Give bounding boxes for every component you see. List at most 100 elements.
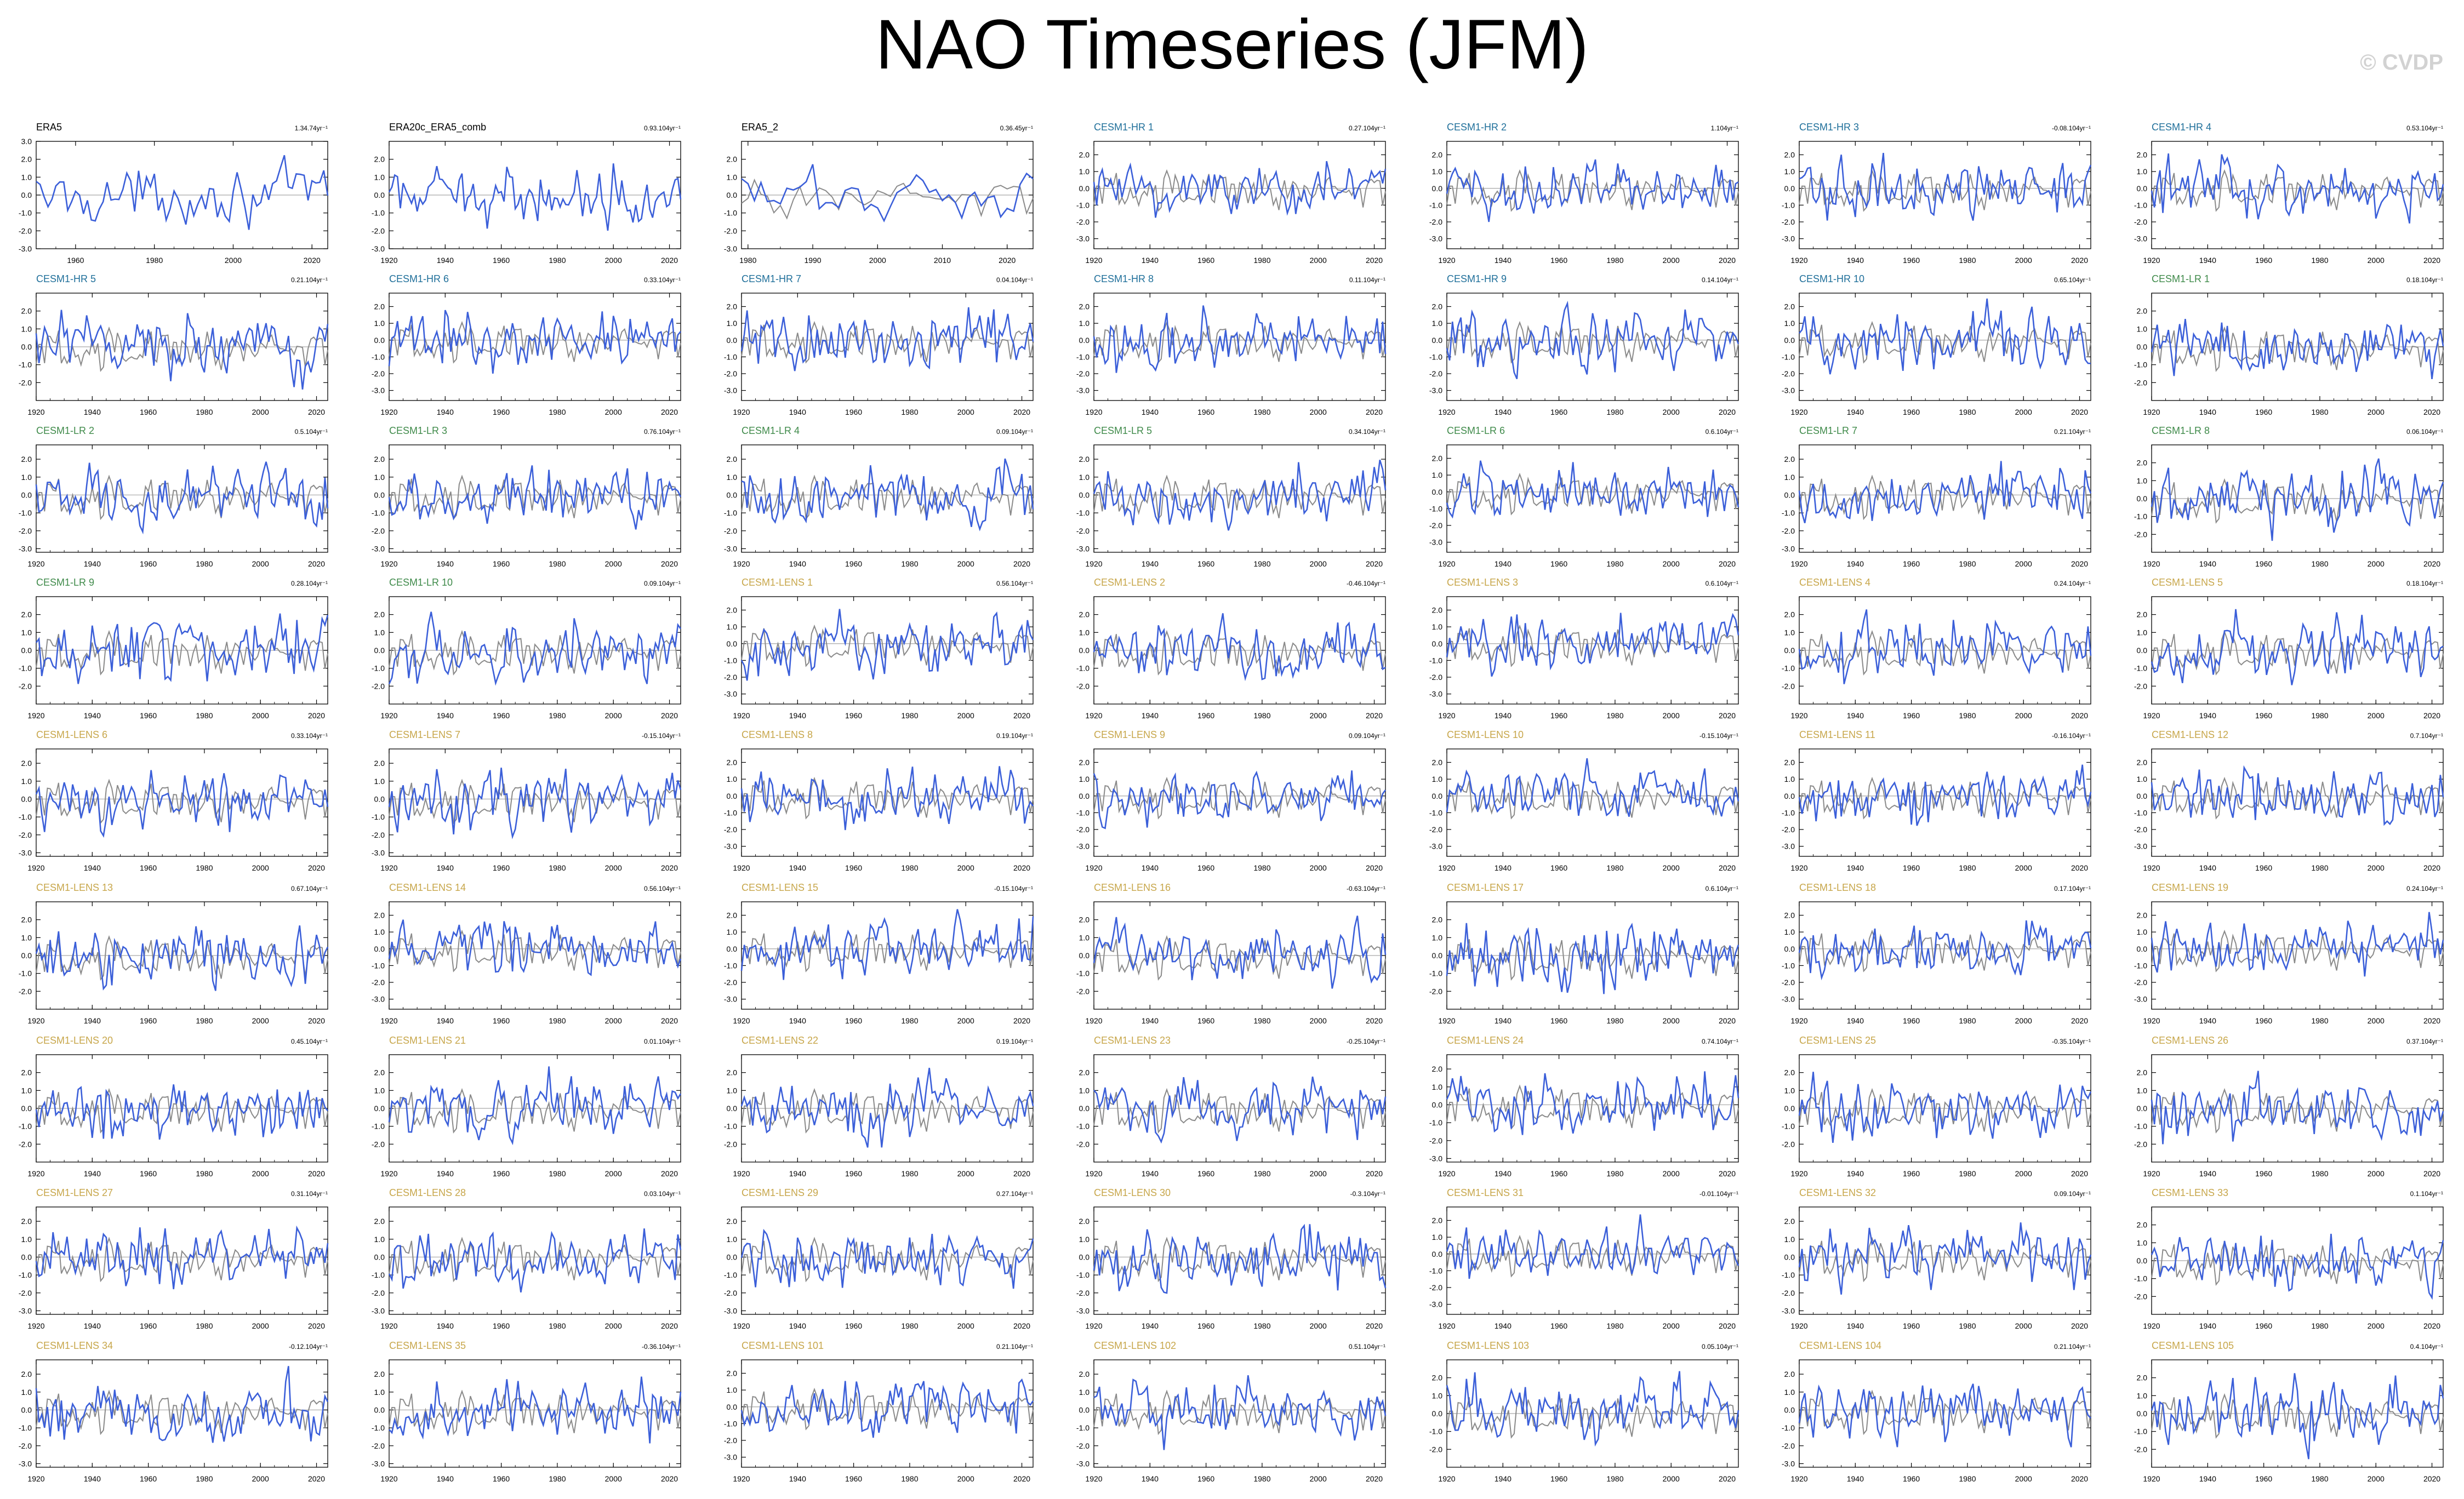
x-tick-label: 2000 xyxy=(2368,559,2385,568)
panel-frame xyxy=(741,444,1034,553)
nao-series-line xyxy=(388,1066,682,1146)
x-tick-label: 2020 xyxy=(2423,256,2440,265)
x-tick-label: 1980 xyxy=(1253,256,1270,265)
y-tick-label: -3.0 xyxy=(1076,386,1090,395)
y-tick-label: 2.0 xyxy=(2137,911,2148,920)
x-tick-label: 1980 xyxy=(549,711,566,720)
y-tick-label: -1.0 xyxy=(724,209,737,218)
x-tick-label: 2020 xyxy=(661,256,678,265)
x-tick-label: 2020 xyxy=(308,559,325,568)
panel-trend: -0.35.104yr⁻¹ xyxy=(2052,1038,2091,1045)
x-tick-label: 1960 xyxy=(140,1016,157,1025)
x-tick-label: 1920 xyxy=(733,1169,750,1178)
x-tick-label: 1960 xyxy=(493,559,510,568)
y-tick-label: 0.0 xyxy=(1432,639,1443,648)
y-tick-label: 2.0 xyxy=(1432,606,1443,615)
x-tick-label: 2000 xyxy=(1310,408,1327,416)
panel-frame xyxy=(741,1359,1034,1468)
nao-series-line xyxy=(388,611,682,686)
x-tick-label: 1960 xyxy=(1903,711,1920,720)
observed-series-line xyxy=(1093,1237,1386,1283)
y-tick-label: -2.0 xyxy=(2134,682,2147,690)
y-tick-label: -2.0 xyxy=(1782,369,1795,378)
x-tick-label: 1960 xyxy=(1550,256,1567,265)
y-tick-label: 0.0 xyxy=(727,490,738,499)
x-tick-label: 1980 xyxy=(549,1169,566,1178)
panel-trend: 0.19.104yr⁻¹ xyxy=(996,1038,1033,1045)
x-tick-label: 1960 xyxy=(1550,408,1567,416)
observed-series-line xyxy=(1446,169,1739,212)
y-tick-label: -2.0 xyxy=(19,1441,32,1450)
x-tick-label: 2020 xyxy=(1013,559,1030,568)
x-tick-label: 2020 xyxy=(661,863,678,872)
x-tick-label: 1980 xyxy=(196,559,213,568)
x-tick-label: 2020 xyxy=(1719,1474,1736,1483)
panel-trend: -0.08.104yr⁻¹ xyxy=(2052,124,2091,132)
x-tick-label: 1980 xyxy=(1253,1474,1270,1483)
y-tick-label: 0.0 xyxy=(2137,1256,2148,1265)
y-tick-label: 0.0 xyxy=(374,646,385,655)
x-tick-label: 2000 xyxy=(957,559,974,568)
y-tick-label: 0.0 xyxy=(1432,488,1443,496)
y-tick-label: -3.0 xyxy=(1429,690,1442,699)
x-tick-label: 1920 xyxy=(27,1169,44,1178)
panel-title: CESM1-LENS 28 xyxy=(389,1187,466,1198)
x-tick-label: 2020 xyxy=(1366,1169,1383,1178)
x-tick-label: 1980 xyxy=(1606,1321,1623,1330)
x-tick-label: 1920 xyxy=(2143,1321,2160,1330)
x-tick-label: 2020 xyxy=(1013,711,1030,720)
x-tick-label: 2020 xyxy=(1719,256,1736,265)
y-tick-label: -1.0 xyxy=(372,1122,385,1131)
y-tick-label: 2.0 xyxy=(374,911,385,920)
y-tick-label: 2.0 xyxy=(1079,302,1090,311)
y-tick-label: 0.0 xyxy=(374,191,385,199)
x-tick-label: 2000 xyxy=(2015,1321,2032,1330)
y-tick-label: 1.0 xyxy=(1784,1086,1795,1095)
x-tick-label: 2000 xyxy=(2368,1016,2385,1025)
x-tick-label: 1920 xyxy=(2143,559,2160,568)
y-tick-label: 1.0 xyxy=(374,173,385,181)
x-tick-label: 2000 xyxy=(605,1474,622,1483)
y-tick-label: -2.0 xyxy=(1429,825,1442,834)
y-tick-label: 0.0 xyxy=(21,951,32,960)
panel-frame xyxy=(389,1206,681,1315)
x-tick-label: 1940 xyxy=(84,1474,101,1483)
observed-series-line xyxy=(2151,169,2444,212)
panel-title: CESM1-LENS 101 xyxy=(742,1340,824,1351)
y-tick-label: 0.0 xyxy=(1079,336,1090,345)
x-tick-label: 1980 xyxy=(739,256,756,265)
y-tick-label: 2.0 xyxy=(1784,911,1795,920)
panel-title: CESM1-HR 5 xyxy=(36,273,96,284)
x-tick-label: 1980 xyxy=(1253,408,1270,416)
nao-panel: CESM1-LENS 14 0.56.104yr⁻¹ 2.0 1.0 0.0 -1.0 -2… xyxy=(372,882,682,1025)
y-tick-label: -1.0 xyxy=(724,961,737,970)
panel-frame xyxy=(1446,748,1739,857)
panel-title: CESM1-HR 7 xyxy=(742,273,801,284)
nao-panel: CESM1-LENS 22 0.19.104yr⁻¹ 2.0 1.0 0.0 -1.0 -2… xyxy=(724,1035,1034,1178)
y-tick-label: 0.0 xyxy=(727,336,738,345)
x-tick-label: 1940 xyxy=(1142,559,1159,568)
x-tick-label: 1920 xyxy=(733,711,750,720)
x-tick-label: 1980 xyxy=(1253,711,1270,720)
y-tick-label: -2.0 xyxy=(372,682,385,690)
panel-trend: -0.36.104yr⁻¹ xyxy=(642,1343,681,1351)
observed-series-line xyxy=(2151,1240,2444,1286)
y-tick-label: -2.0 xyxy=(724,1436,737,1445)
y-tick-label: 1.0 xyxy=(727,1235,738,1244)
nao-series-line xyxy=(1093,460,1387,531)
panel-trend: 0.7.104yr⁻¹ xyxy=(2410,732,2443,740)
observed-series-line xyxy=(1093,1088,1386,1134)
nao-series-line xyxy=(2151,765,2444,826)
y-tick-label: 0.0 xyxy=(1784,945,1795,953)
panel-title: CESM1-LENS 22 xyxy=(742,1035,818,1046)
x-tick-label: 2020 xyxy=(2423,711,2440,720)
y-tick-label: -3.0 xyxy=(1782,1306,1795,1315)
x-tick-label: 1940 xyxy=(1847,408,1864,416)
y-tick-label: 2.0 xyxy=(1784,1370,1795,1378)
x-tick-label: 2000 xyxy=(605,863,622,872)
x-tick-label: 1980 xyxy=(901,408,918,416)
x-tick-label: 2020 xyxy=(999,256,1016,265)
panel-title: CESM1-HR 8 xyxy=(1094,273,1154,284)
x-tick-label: 2000 xyxy=(605,1016,622,1025)
y-tick-label: 1.0 xyxy=(2137,1086,2148,1095)
